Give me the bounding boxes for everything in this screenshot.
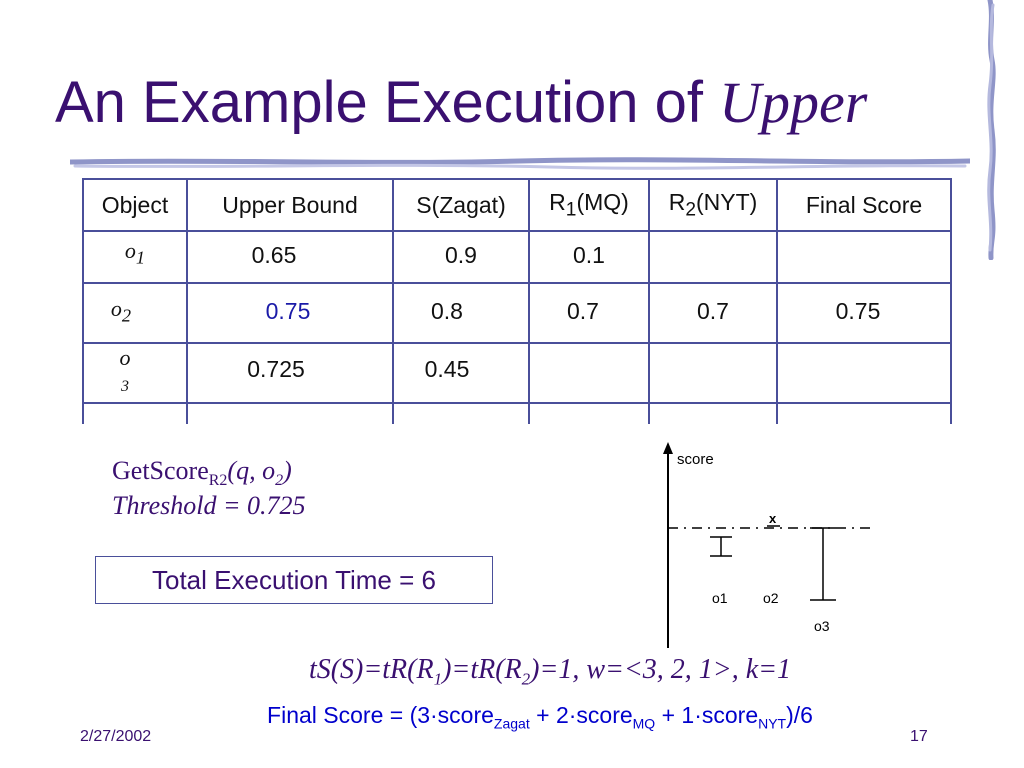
f1-s2: 2 — [521, 669, 531, 689]
plot-y-axis-arrow — [663, 442, 673, 454]
f2-s2: MQ — [632, 715, 656, 732]
f1-s1: 1 — [433, 669, 443, 689]
f1-p3: )=1, w=<3, 2, 1>, k=1 — [530, 654, 792, 685]
cell-upper-bound: 0.65 — [186, 230, 394, 284]
getscore-call: GetScoreR2(q, o2) — [112, 456, 292, 489]
cell-r2 — [648, 230, 778, 284]
table-row-empty — [82, 402, 952, 424]
header-upper-bound: Upper Bound — [186, 178, 394, 232]
cell-final — [776, 342, 952, 404]
cell-r2 — [648, 342, 778, 404]
score-plot: score x o1 o2 o3 — [663, 442, 875, 648]
execution-table: Object Upper Bound S(Zagat) R1(MQ) R2(NY… — [82, 178, 952, 424]
bound-o3 — [810, 527, 836, 601]
object-sub: 3 — [121, 378, 129, 395]
cell-s-zagat: 0.8 — [392, 282, 530, 344]
getscore-args-sub: 2 — [275, 472, 284, 490]
getscore-prefix: GetScore — [112, 456, 209, 485]
slide-title-plain: An Example Execution of — [55, 70, 704, 135]
value-final: 0.75 — [835, 297, 881, 324]
header-r2-sub: 2 — [685, 199, 696, 221]
threshold-text: Threshold = 0.725 — [112, 491, 306, 521]
f2-p4: )/6 — [786, 702, 813, 728]
cell-r1 — [528, 342, 650, 404]
object-letter: o — [124, 237, 136, 263]
f2-p2: + 2·score — [529, 702, 633, 728]
header-r1-prefix: R — [549, 188, 566, 215]
cell-upper-bound: 0.725 — [186, 342, 394, 404]
plot-label-o2: o2 — [763, 590, 779, 606]
getscore-sub: R2 — [208, 472, 228, 490]
value-s-zagat: 0.9 — [445, 241, 477, 268]
value-s-zagat: 0.8 — [431, 297, 463, 324]
header-r1-suffix: (MQ) — [576, 188, 629, 215]
f1-p1: tS(S)=tR(R — [308, 654, 434, 685]
object-sub: 2 — [121, 305, 132, 326]
slide-title-italic: Upper — [719, 70, 868, 135]
cell-r1: 0.1 — [528, 230, 650, 284]
table-row: o1 0.65 0.9 0.1 — [82, 230, 952, 284]
plot-label-o1: o1 — [712, 590, 728, 606]
plot-mark-x: x — [769, 511, 777, 526]
cell-final — [776, 230, 952, 284]
slide-title: An Example Execution of Upper — [55, 74, 867, 132]
getscore-block: GetScoreR2(q, o2) Threshold = 0.725 — [112, 455, 306, 522]
value-upper-bound: 0.75 — [265, 297, 311, 324]
object-sub: 1 — [135, 247, 146, 268]
cell-upper-bound: 0.75 — [186, 282, 394, 344]
cell-r1: 0.7 — [528, 282, 650, 344]
timing-formula: tS(S)=tR(R1)=tR(R2)=1, w=<3, 2, 1>, k=1 — [200, 654, 900, 690]
value-r1: 0.7 — [567, 297, 599, 324]
header-final-score: Final Score — [776, 178, 952, 232]
title-underline — [70, 157, 970, 170]
cell-final: 0.75 — [776, 282, 952, 344]
plot-ylabel: score — [677, 451, 714, 468]
cell-s-zagat: 0.45 — [392, 342, 530, 404]
value-upper-bound: 0.725 — [247, 355, 305, 382]
table-row: o2 0.75 0.8 0.7 0.7 0.75 — [82, 282, 952, 344]
f2-s1: Zagat — [493, 715, 530, 732]
header-r2-nyt: R2(NYT) — [648, 178, 778, 232]
row-object: o1 — [82, 230, 188, 284]
row-object: o2 — [82, 282, 188, 344]
footer-date: 2/27/2002 — [80, 728, 152, 745]
f2-s3: NYT — [758, 715, 787, 732]
object-letter: o — [110, 295, 122, 321]
cell-r2: 0.7 — [648, 282, 778, 344]
header-r2-prefix: R — [668, 188, 686, 215]
value-upper-bound: 0.65 — [251, 241, 297, 268]
cell-s-zagat: 0.9 — [392, 230, 530, 284]
value-s-zagat: 0.45 — [424, 355, 470, 382]
final-score-formula: Final Score = (3·scoreZagat + 2·scoreMQ … — [160, 702, 920, 732]
value-r1: 0.1 — [573, 241, 605, 268]
plot-label-o3: o3 — [814, 618, 830, 634]
header-r1-mq: R1(MQ) — [528, 178, 650, 232]
bound-o1 — [710, 536, 732, 557]
f2-p3: + 1·score — [655, 702, 759, 728]
header-r2-suffix: (NYT) — [695, 188, 758, 215]
total-execution-time: Total Execution Time = 6 — [95, 556, 493, 604]
header-r1-sub: 1 — [565, 199, 577, 221]
f1-p2: )=tR(R — [442, 654, 522, 685]
header-object: Object — [82, 178, 188, 232]
decorative-side-rule — [987, 0, 996, 260]
table-header-row: Object Upper Bound S(Zagat) R1(MQ) R2(NY… — [82, 178, 952, 232]
object-letter: o — [119, 345, 131, 370]
header-s-zagat: S(Zagat) — [392, 178, 530, 232]
footer-page-number: 17 — [910, 728, 928, 745]
getscore-args-open: (q, o — [227, 456, 276, 485]
getscore-args-close: ) — [283, 456, 292, 485]
f2-p1: Final Score = (3·score — [267, 702, 494, 728]
value-r2: 0.7 — [697, 297, 729, 324]
